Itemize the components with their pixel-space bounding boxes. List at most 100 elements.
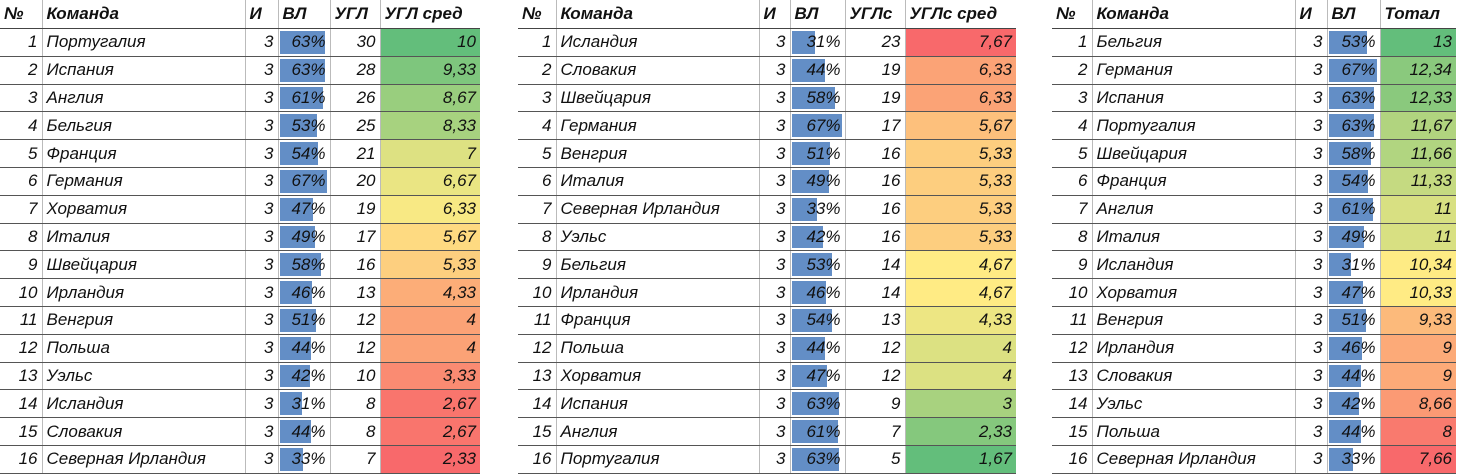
cell-team[interactable]: Ирландия <box>1091 334 1295 363</box>
cell-rank[interactable]: 14 <box>0 389 42 419</box>
cell-team[interactable]: Испания <box>1091 84 1295 113</box>
cell-games[interactable]: 3 <box>758 223 790 252</box>
cell-total[interactable]: 8 <box>1379 417 1456 446</box>
cell-rank[interactable]: 1 <box>1052 28 1092 57</box>
cell-rank[interactable]: 12 <box>518 334 556 363</box>
cell-team[interactable]: Испания <box>555 389 759 419</box>
cell-average[interactable]: 8,67 <box>379 84 480 113</box>
cell-win-rate[interactable]: 42% <box>1326 389 1380 419</box>
cell-rank[interactable]: 1 <box>0 28 42 57</box>
cell-average[interactable]: 3,33 <box>379 362 480 391</box>
cell-rank[interactable]: 11 <box>0 306 42 335</box>
cell-games[interactable]: 3 <box>244 250 278 280</box>
cell-average[interactable]: 4,67 <box>904 278 1016 307</box>
cell-win-rate[interactable]: 63% <box>277 28 330 57</box>
cell-win-rate[interactable]: 44% <box>1326 362 1380 391</box>
cell-team[interactable]: Бельгия <box>1091 28 1295 57</box>
cell-win-rate[interactable]: 54% <box>789 306 845 335</box>
cell-goals[interactable]: 12 <box>329 334 380 363</box>
cell-win-rate[interactable]: 47% <box>277 195 330 224</box>
column-header[interactable]: УГЛ <box>329 0 380 29</box>
cell-games[interactable]: 3 <box>1294 223 1327 252</box>
cell-games[interactable]: 3 <box>758 56 790 85</box>
cell-rank[interactable]: 10 <box>518 278 556 307</box>
cell-average[interactable]: 6,33 <box>904 84 1016 113</box>
cell-win-rate[interactable]: 46% <box>277 278 330 307</box>
cell-games[interactable]: 3 <box>758 84 790 113</box>
cell-win-rate[interactable]: 44% <box>789 56 845 85</box>
cell-rank[interactable]: 15 <box>0 417 42 446</box>
cell-team[interactable]: Италия <box>1091 223 1295 252</box>
cell-win-rate[interactable]: 67% <box>1326 56 1380 85</box>
cell-average[interactable]: 4 <box>379 334 480 363</box>
cell-win-rate[interactable]: 47% <box>789 362 845 391</box>
cell-goals[interactable]: 13 <box>329 278 380 307</box>
column-header[interactable]: ВЛ <box>1326 0 1380 29</box>
cell-goals[interactable]: 23 <box>844 28 905 57</box>
cell-rank[interactable]: 13 <box>0 362 42 391</box>
cell-average[interactable]: 4,33 <box>379 278 480 307</box>
cell-average[interactable]: 5,33 <box>904 195 1016 224</box>
cell-average[interactable]: 1,67 <box>904 445 1016 474</box>
cell-win-rate[interactable]: 51% <box>1326 306 1380 335</box>
cell-goals[interactable]: 8 <box>329 389 380 419</box>
cell-games[interactable]: 3 <box>244 278 278 307</box>
cell-average[interactable]: 9,33 <box>379 56 480 85</box>
cell-win-rate[interactable]: 51% <box>789 139 845 168</box>
cell-team[interactable]: Северная Ирландия <box>1091 445 1295 474</box>
cell-rank[interactable]: 3 <box>0 84 42 113</box>
cell-team[interactable]: Венгрия <box>555 139 759 168</box>
cell-games[interactable]: 3 <box>244 362 278 391</box>
cell-rank[interactable]: 16 <box>518 445 556 474</box>
column-header[interactable]: Команда <box>1091 0 1295 29</box>
cell-win-rate[interactable]: 58% <box>789 84 845 113</box>
cell-games[interactable]: 3 <box>758 278 790 307</box>
cell-total[interactable]: 12,33 <box>1379 84 1456 113</box>
cell-win-rate[interactable]: 44% <box>277 334 330 363</box>
cell-win-rate[interactable]: 54% <box>1326 167 1380 196</box>
cell-rank[interactable]: 5 <box>518 139 556 168</box>
cell-win-rate[interactable]: 42% <box>789 223 845 252</box>
cell-rank[interactable]: 8 <box>0 223 42 252</box>
cell-goals[interactable]: 14 <box>844 278 905 307</box>
cell-win-rate[interactable]: 44% <box>789 334 845 363</box>
cell-average[interactable]: 4,33 <box>904 306 1016 335</box>
cell-rank[interactable]: 7 <box>1052 195 1092 224</box>
cell-win-rate[interactable]: 67% <box>277 167 330 196</box>
cell-total[interactable]: 9,33 <box>1379 306 1456 335</box>
cell-rank[interactable]: 3 <box>1052 84 1092 113</box>
cell-win-rate[interactable]: 33% <box>789 195 845 224</box>
cell-goals[interactable]: 7 <box>329 445 380 474</box>
cell-games[interactable]: 3 <box>758 111 790 141</box>
cell-games[interactable]: 3 <box>1294 111 1327 141</box>
cell-games[interactable]: 3 <box>758 250 790 280</box>
cell-goals[interactable]: 9 <box>844 389 905 419</box>
cell-team[interactable]: Уэльс <box>1091 389 1295 419</box>
cell-win-rate[interactable]: 51% <box>277 306 330 335</box>
cell-rank[interactable]: 13 <box>518 362 556 391</box>
cell-win-rate[interactable]: 53% <box>789 250 845 280</box>
column-header[interactable]: И <box>1294 0 1327 29</box>
cell-rank[interactable]: 12 <box>1052 334 1092 363</box>
cell-games[interactable]: 3 <box>758 167 790 196</box>
cell-games[interactable]: 3 <box>1294 278 1327 307</box>
cell-win-rate[interactable]: 63% <box>789 445 845 474</box>
cell-goals[interactable]: 10 <box>329 362 380 391</box>
cell-team[interactable]: Португалия <box>555 445 759 474</box>
column-header[interactable]: Команда <box>555 0 759 29</box>
cell-total[interactable]: 11,33 <box>1379 167 1456 196</box>
cell-win-rate[interactable]: 44% <box>277 417 330 446</box>
cell-games[interactable]: 3 <box>1294 445 1327 474</box>
cell-average[interactable]: 10 <box>379 28 480 57</box>
cell-rank[interactable]: 16 <box>0 445 42 474</box>
cell-total[interactable]: 11,66 <box>1379 139 1456 168</box>
cell-team[interactable]: Венгрия <box>41 306 245 335</box>
cell-team[interactable]: Бельгия <box>555 250 759 280</box>
cell-team[interactable]: Франция <box>1091 167 1295 196</box>
cell-win-rate[interactable]: 44% <box>1326 417 1380 446</box>
cell-average[interactable]: 6,33 <box>904 56 1016 85</box>
cell-team[interactable]: Швейцария <box>555 84 759 113</box>
cell-goals[interactable]: 17 <box>844 111 905 141</box>
cell-goals[interactable]: 16 <box>329 250 380 280</box>
cell-rank[interactable]: 15 <box>1052 417 1092 446</box>
